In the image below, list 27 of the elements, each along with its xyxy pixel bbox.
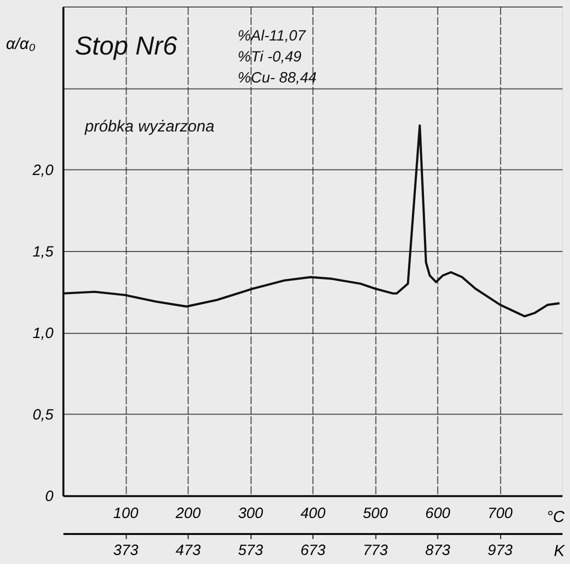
annotation: %Ti -0,49 (238, 48, 302, 66)
x2-tick-label: 873 (425, 542, 451, 560)
y-tick-label: 0 (45, 488, 54, 506)
y-tick-label: 0,5 (32, 406, 54, 424)
x2-tick-label: 673 (300, 542, 326, 560)
annotation: próbka wyżarzona (84, 118, 215, 136)
x-tick-label: 400 (300, 505, 326, 522)
x2-axis-title: K (554, 543, 566, 560)
annotation: %Al-11,07 (238, 27, 306, 44)
x-tick-label: 700 (488, 505, 514, 522)
x-tick-label: 300 (238, 505, 264, 522)
x2-tick-label: 773 (362, 542, 388, 560)
annotation: Stop Nr6 (74, 32, 178, 60)
x-tick-label: 200 (174, 505, 202, 522)
x2-tick-label: 373 (113, 542, 139, 560)
y-tick-label: 2,0 (32, 162, 54, 180)
x2-tick-label: 573 (238, 542, 264, 560)
x2-tick-label: 473 (176, 542, 202, 560)
x-tick-label: 600 (425, 505, 451, 522)
x-axis-title: °C (546, 509, 565, 526)
x-tick-label: 100 (113, 505, 139, 522)
y-tick-label: 1,0 (32, 325, 54, 342)
x-tick-label: 500 (362, 505, 388, 522)
y-tick-label: 1,5 (32, 244, 54, 261)
annotation: %Cu- 88,44 (238, 69, 317, 86)
x2-tick-label: 973 (488, 542, 514, 560)
y-axis-title: α/α₀ (6, 36, 36, 53)
